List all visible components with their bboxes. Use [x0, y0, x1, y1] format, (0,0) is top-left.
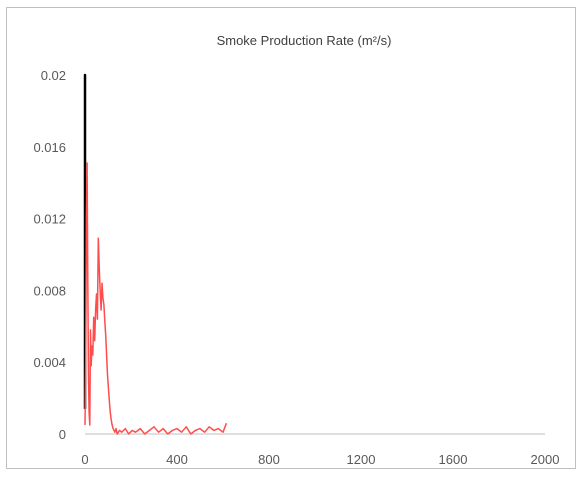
y-tick-label: 0.016 [33, 140, 66, 155]
x-tick-label: 1600 [439, 452, 468, 467]
y-tick-label: 0.02 [41, 68, 66, 83]
y-axis-tick-labels: 0 0.004 0.008 0.012 0.016 0.02 [33, 68, 66, 442]
chart-title: Smoke Production Rate (m²/s) [217, 33, 392, 48]
x-tick-label: 800 [258, 452, 280, 467]
x-axis-tick-labels: 0 400 800 1200 1600 2000 [81, 452, 559, 467]
x-tick-label: 2000 [531, 452, 560, 467]
y-tick-label: 0.004 [33, 355, 66, 370]
x-tick-label: 400 [166, 452, 188, 467]
y-tick-label: 0.012 [33, 212, 66, 227]
x-tick-label: 0 [81, 452, 88, 467]
series-layer [83, 73, 228, 435]
series-line-2 [84, 162, 228, 435]
y-tick-label: 0.008 [33, 283, 66, 298]
chart-frame [6, 7, 576, 469]
x-tick-label: 1200 [347, 452, 376, 467]
y-tick-label: 0 [59, 427, 66, 442]
